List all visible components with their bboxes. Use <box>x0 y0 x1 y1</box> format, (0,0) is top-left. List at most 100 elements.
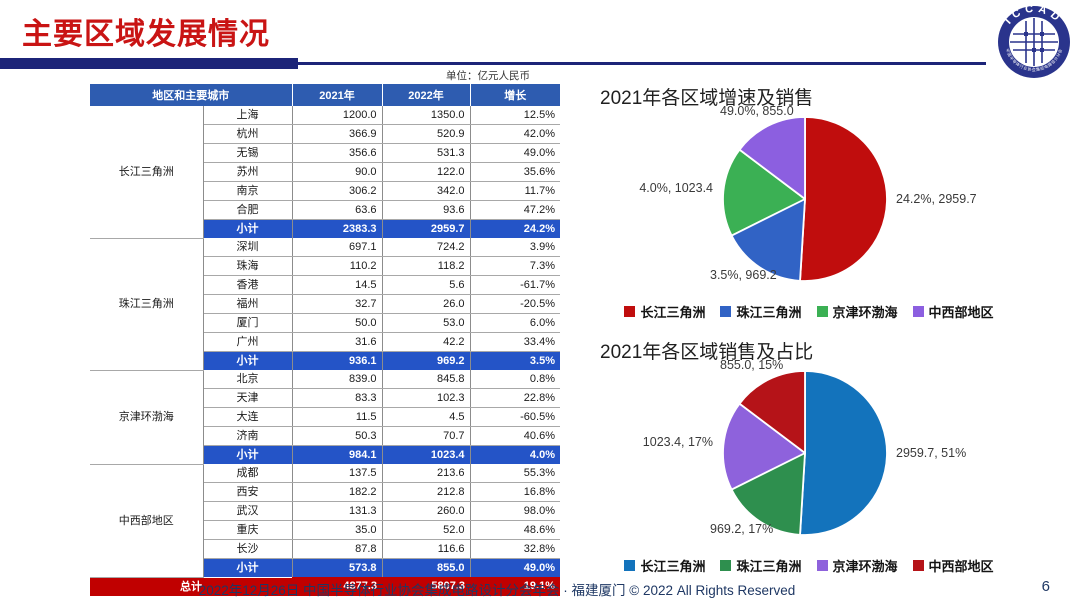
value-2021-cell: 182.2 <box>292 482 383 502</box>
value-2022-cell: 1023.4 <box>382 445 471 464</box>
city-cell: 长沙 <box>203 539 293 559</box>
growth-cell: 12.5% <box>470 106 560 125</box>
col-header-2021: 2021年 <box>291 84 382 106</box>
subtotal-row: 小计 2383.3 2959.7 24.2% <box>90 219 560 238</box>
legend-item: 长江三角洲 <box>624 302 705 321</box>
table-row: 合肥 63.6 93.6 47.2% <box>90 200 560 220</box>
table-row: 中西部地区 成都 137.5 213.6 55.3% <box>90 464 560 578</box>
value-2022-cell: 4.5 <box>382 407 471 427</box>
table-row: 西安 182.2 212.8 16.8% <box>90 482 560 502</box>
value-2022-cell: 26.0 <box>382 294 471 314</box>
value-2021-cell: 50.3 <box>292 426 383 446</box>
growth-cell: 49.0% <box>470 143 560 163</box>
growth-cell: 16.8% <box>470 482 560 502</box>
growth-cell: 98.0% <box>470 501 560 521</box>
growth-cell: 3.9% <box>470 238 560 257</box>
value-2021-cell: 936.1 <box>292 351 383 370</box>
growth-cell: 32.8% <box>470 539 560 559</box>
value-2022-cell: 122.0 <box>382 162 471 182</box>
col-header-2022: 2022年 <box>381 84 470 106</box>
pie-slice-京津环渤海 <box>722 402 806 491</box>
table-row: 天津 83.3 102.3 22.8% <box>90 388 560 408</box>
legend-item: 京津环渤海 <box>816 302 898 321</box>
city-cell: 重庆 <box>203 520 293 540</box>
value-2021-cell: 137.5 <box>292 464 383 483</box>
value-2021-cell: 83.3 <box>292 388 383 408</box>
pie-data-label: 3.5%, 969.2 <box>710 268 777 282</box>
legend-item: 中西部地区 <box>912 302 994 321</box>
col-header-growth: 增长 <box>469 84 560 106</box>
legend-item: 珠江三角洲 <box>720 302 802 321</box>
city-cell: 厦门 <box>203 313 293 333</box>
value-2022-cell: 213.6 <box>382 464 471 483</box>
table-row: 无锡 356.6 531.3 49.0% <box>90 143 560 163</box>
subtotal-row: 小计 984.1 1023.4 4.0% <box>90 445 560 464</box>
pie-data-label: 49.0%, 855.0 <box>720 104 794 118</box>
legend-label: 长江三角洲 <box>640 305 706 320</box>
legend-swatch <box>912 560 924 571</box>
city-cell: 大连 <box>203 407 293 427</box>
value-2021-cell: 63.6 <box>292 200 383 220</box>
value-2021-cell: 110.2 <box>292 256 383 276</box>
value-2021-cell: 35.0 <box>292 520 383 540</box>
city-cell: 武汉 <box>203 501 293 521</box>
value-2022-cell: 531.3 <box>382 143 471 163</box>
growth-cell: 3.5% <box>470 351 560 370</box>
footer-credit: 2022年12月26日 中国半导体行业协会集成电路设计分会年会 · 福建厦门 ©… <box>198 583 796 598</box>
value-2022-cell: 212.8 <box>382 482 471 502</box>
value-2021-cell: 306.2 <box>292 181 383 201</box>
pie-data-label: 855.0, 15% <box>720 358 784 372</box>
pie-slice-京津环渤海 <box>722 148 806 237</box>
city-cell: 上海 <box>203 106 293 125</box>
value-2021-cell: 11.5 <box>292 407 383 427</box>
value-2021-cell: 984.1 <box>292 445 383 464</box>
table-row: 厦门 50.0 53.0 6.0% <box>90 313 560 333</box>
city-cell: 南京 <box>203 181 293 201</box>
table-row: 重庆 35.0 52.0 48.6% <box>90 520 560 540</box>
value-2021-cell: 50.0 <box>292 313 383 333</box>
subtotal-label: 小计 <box>203 558 293 577</box>
growth-cell: 11.7% <box>470 181 560 201</box>
city-cell: 成都 <box>203 464 293 483</box>
legend-item: 中西部地区 <box>912 556 994 575</box>
value-2022-cell: 102.3 <box>382 388 471 408</box>
value-2022-cell: 52.0 <box>382 520 471 540</box>
value-2022-cell: 845.8 <box>382 370 471 389</box>
chart-title: 2021年各区域增速及销售 <box>600 88 814 109</box>
value-2021-cell: 2383.3 <box>292 219 383 238</box>
table-row: 香港 14.5 5.6 -61.7% <box>90 275 560 295</box>
table-row: 珠海 110.2 118.2 7.3% <box>90 256 560 276</box>
value-2021-cell: 366.9 <box>292 124 383 144</box>
value-2022-cell: 724.2 <box>382 238 471 257</box>
value-2022-cell: 93.6 <box>382 200 471 220</box>
region-sales-table: 地区和主要城市 2021年 2022年 增长 长江三角洲 上海 1200.0 1350… <box>90 84 560 596</box>
growth-cell: 48.6% <box>470 520 560 540</box>
growth-cell: 7.3% <box>470 256 560 276</box>
city-cell: 北京 <box>203 370 293 389</box>
value-2021-cell: 32.7 <box>292 294 383 314</box>
growth-cell: -60.5% <box>470 407 560 427</box>
value-2022-cell: 116.6 <box>382 539 471 559</box>
value-2022-cell: 42.2 <box>382 332 471 352</box>
table-row: 京津环渤海 北京 839.0 845.8 0.8% <box>90 370 560 465</box>
legend-swatch <box>816 306 828 317</box>
page-number: 6 <box>1041 578 1050 595</box>
growth-cell: 47.2% <box>470 200 560 220</box>
value-2021-cell: 4877.3 <box>292 577 382 596</box>
value-2022-cell: 342.0 <box>382 181 471 201</box>
legend-swatch <box>912 306 924 317</box>
pie-chart-sales-and-share: 2021年各区域销售及占比 长江三角洲 珠江三角洲 京津环渤海 中西部地区 2959.… <box>590 332 1070 584</box>
city-cell: 合肥 <box>203 200 293 220</box>
pie-data-label: 1023.4, 17% <box>642 435 713 449</box>
region-table-body: 长江三角洲 上海 1200.0 1350.0 12.5% 杭州 366.9 520.9 42.0… <box>90 106 560 596</box>
legend-label: 珠江三角洲 <box>736 559 802 574</box>
table-row: 济南 50.3 70.7 40.6% <box>90 426 560 446</box>
growth-cell: -20.5% <box>470 294 560 314</box>
table-row: 长江三角洲 上海 1200.0 1350.0 12.5% <box>90 106 560 239</box>
city-cell: 珠海 <box>203 256 293 276</box>
table-row: 杭州 366.9 520.9 42.0% <box>90 124 560 144</box>
value-2022-cell: 53.0 <box>382 313 471 333</box>
value-2022-cell: 5.6 <box>382 275 471 295</box>
value-2022-cell: 969.2 <box>382 351 471 370</box>
legend-swatch <box>624 560 636 571</box>
